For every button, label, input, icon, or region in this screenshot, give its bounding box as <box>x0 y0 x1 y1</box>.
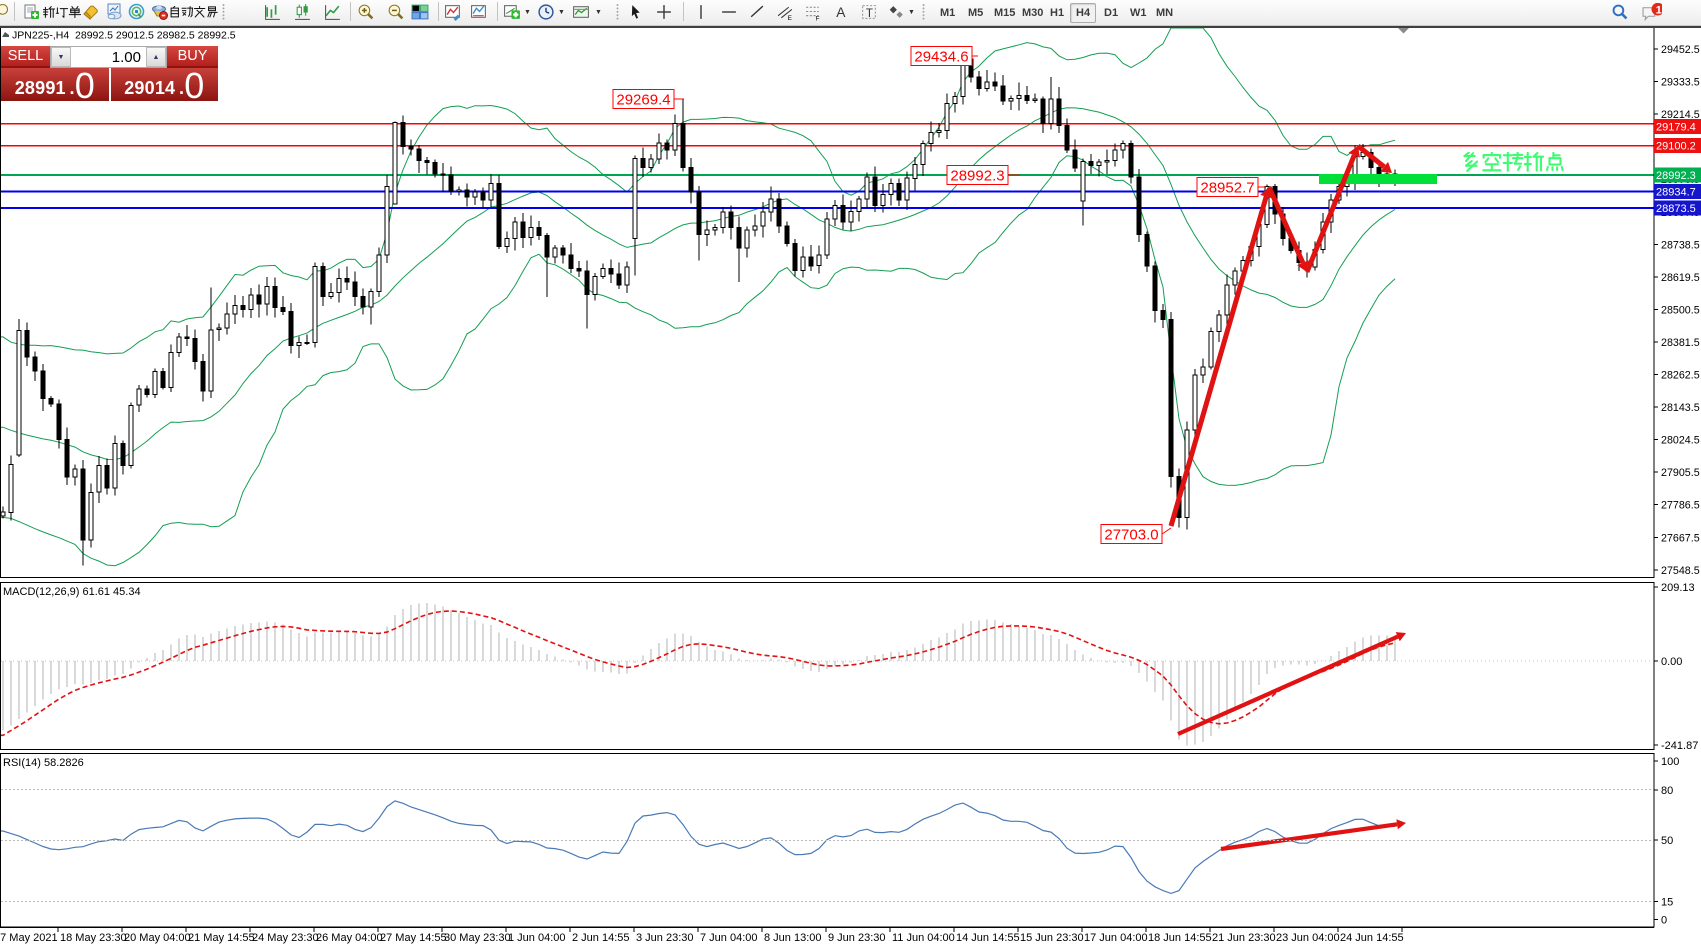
svg-text:27 May 14:55: 27 May 14:55 <box>380 932 447 944</box>
svg-text:27667.5: 27667.5 <box>1661 532 1700 544</box>
svg-text:2 Jun 14:55: 2 Jun 14:55 <box>572 932 630 944</box>
svg-text:28024.5: 28024.5 <box>1661 435 1700 447</box>
svg-text:21 Jun 23:30: 21 Jun 23:30 <box>1212 932 1276 944</box>
svg-text:0: 0 <box>1661 915 1667 927</box>
svg-text:27786.5: 27786.5 <box>1661 500 1700 512</box>
svg-text:28262.5: 28262.5 <box>1661 370 1700 382</box>
svg-text:28619.5: 28619.5 <box>1661 272 1700 284</box>
svg-text:28381.5: 28381.5 <box>1661 337 1700 349</box>
svg-text:21 May 14:55: 21 May 14:55 <box>188 932 255 944</box>
svg-text:20 May 04:00: 20 May 04:00 <box>124 932 191 944</box>
svg-text:15: 15 <box>1661 897 1673 909</box>
svg-text:RSI(14) 58.2826: RSI(14) 58.2826 <box>3 757 84 769</box>
svg-text:23 Jun 04:00: 23 Jun 04:00 <box>1276 932 1340 944</box>
svg-text:29214.5: 29214.5 <box>1661 109 1700 121</box>
svg-text:28500.5: 28500.5 <box>1661 304 1700 316</box>
svg-text:24 May 23:30: 24 May 23:30 <box>252 932 319 944</box>
svg-text:29179.4: 29179.4 <box>1656 122 1696 134</box>
svg-text:28992.3: 28992.3 <box>950 168 1004 185</box>
svg-text:28143.5: 28143.5 <box>1661 402 1700 414</box>
svg-text:24 Jun 14:55: 24 Jun 14:55 <box>1340 932 1404 944</box>
svg-text:29452.5: 29452.5 <box>1661 44 1700 56</box>
svg-text:28873.5: 28873.5 <box>1656 203 1696 215</box>
svg-text:28934.7: 28934.7 <box>1656 187 1696 199</box>
svg-text:3 Jun 23:30: 3 Jun 23:30 <box>636 932 694 944</box>
svg-text:29269.4: 29269.4 <box>616 92 670 109</box>
svg-text:28738.5: 28738.5 <box>1661 239 1700 251</box>
svg-text:-241.87: -241.87 <box>1661 740 1698 752</box>
svg-text:14 Jun 14:55: 14 Jun 14:55 <box>956 932 1020 944</box>
svg-text:26 May 04:00: 26 May 04:00 <box>316 932 383 944</box>
svg-text:80: 80 <box>1661 785 1673 797</box>
svg-text:E: E <box>788 15 792 21</box>
svg-text:27905.5: 27905.5 <box>1661 467 1700 479</box>
svg-text:50: 50 <box>1661 835 1673 847</box>
svg-text:28952.7: 28952.7 <box>1200 180 1254 197</box>
svg-text:28992.3: 28992.3 <box>1656 170 1696 182</box>
svg-text:30 May 23:30: 30 May 23:30 <box>444 932 511 944</box>
svg-text:29434.6: 29434.6 <box>914 49 968 66</box>
svg-text:8 Jun 13:00: 8 Jun 13:00 <box>764 932 822 944</box>
svg-text:18 May 23:30: 18 May 23:30 <box>60 932 127 944</box>
svg-text:29333.5: 29333.5 <box>1661 77 1700 89</box>
svg-text:27703.0: 27703.0 <box>1104 527 1158 544</box>
svg-text:0.00: 0.00 <box>1661 656 1682 668</box>
svg-text:9 Jun 23:30: 9 Jun 23:30 <box>828 932 886 944</box>
svg-text:A: A <box>836 5 846 20</box>
svg-text:100: 100 <box>1661 756 1679 768</box>
svg-text:27548.5: 27548.5 <box>1661 565 1700 577</box>
svg-text:MACD(12,26,9) 61.61 45.34: MACD(12,26,9) 61.61 45.34 <box>3 586 141 598</box>
svg-text:29100.2: 29100.2 <box>1656 141 1696 153</box>
svg-text:18 Jun 14:55: 18 Jun 14:55 <box>1148 932 1212 944</box>
svg-text:1 Jun 04:00: 1 Jun 04:00 <box>508 932 566 944</box>
svg-text:T: T <box>866 7 873 20</box>
svg-text:209.13: 209.13 <box>1661 582 1695 594</box>
svg-text:17 May 2021: 17 May 2021 <box>0 932 58 944</box>
svg-text:7 Jun 04:00: 7 Jun 04:00 <box>700 932 758 944</box>
svg-text:F: F <box>816 15 820 21</box>
svg-text:JPN225-,H4 28992.5 29012.5 28: JPN225-,H4 28992.5 29012.5 28982.5 28992… <box>12 30 236 42</box>
svg-text:17 Jun 04:00: 17 Jun 04:00 <box>1084 932 1148 944</box>
svg-text:11 Jun 04:00: 11 Jun 04:00 <box>892 932 955 944</box>
svg-text:15 Jun 23:30: 15 Jun 23:30 <box>1020 932 1084 944</box>
svg-text:1: 1 <box>1656 4 1662 16</box>
